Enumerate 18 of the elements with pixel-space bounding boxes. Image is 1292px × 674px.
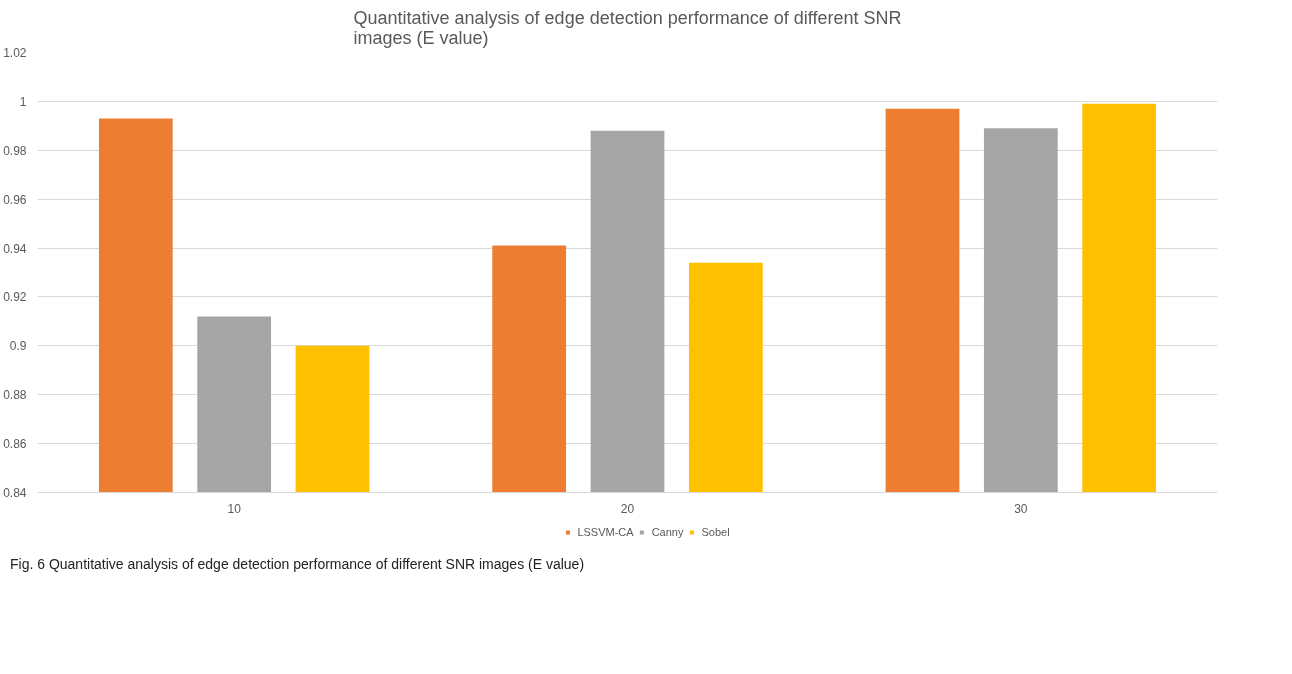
y-tick-label: 0.92 xyxy=(3,290,27,305)
caption: Fig. 6 Quantitative analysis of edge detection performance of different SNR images (E value) xyxy=(10,555,585,574)
legend-label: LSSVM-CA xyxy=(577,526,634,538)
y-tick-label: 0.98 xyxy=(3,143,27,158)
y-tick-label: 0.84 xyxy=(3,486,27,500)
legend-label: Canny xyxy=(651,526,684,538)
y-tick-label: 0.96 xyxy=(3,192,27,207)
y-tick-label: 0.88 xyxy=(3,388,27,403)
x-tick-label: 20 xyxy=(620,501,635,516)
y-tick-label: 0.86 xyxy=(3,437,27,452)
y-tick-label: 1 xyxy=(19,94,27,109)
y-tick-label: 1.02 xyxy=(3,46,27,60)
x-tick-label: 10 xyxy=(227,501,242,516)
chart-title: Quantitative analysis of edge detection performance of different SNR images (E value) xyxy=(353,7,902,48)
legend-label: Sobel xyxy=(701,526,730,538)
y-tick-label: 0.94 xyxy=(3,241,27,256)
y-tick-label: 0.9 xyxy=(9,339,27,354)
x-tick-label: 30 xyxy=(1014,501,1028,516)
